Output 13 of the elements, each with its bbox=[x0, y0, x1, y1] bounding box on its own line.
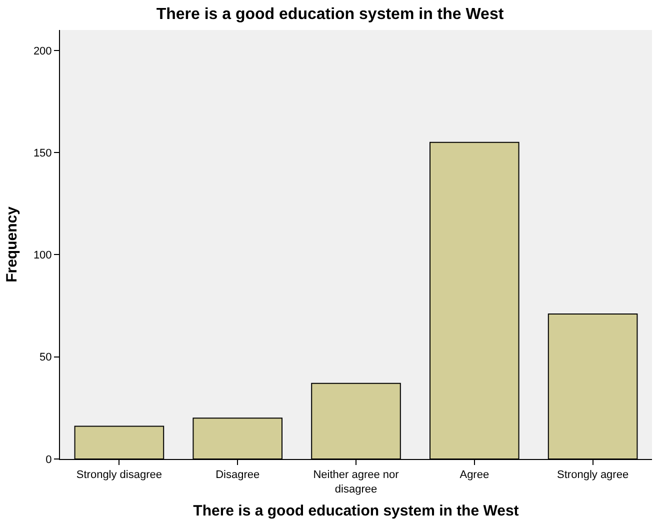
y-tick-label: 150 bbox=[33, 147, 52, 160]
x-tick-label: Neither agree nor disagree bbox=[313, 469, 400, 496]
y-tick-label: 0 bbox=[46, 454, 52, 466]
x-tick-label: Strongly agree bbox=[557, 469, 629, 482]
x-tick-label: Strongly disagree bbox=[76, 469, 162, 482]
x-tick-label: Agree bbox=[460, 469, 490, 482]
x-tick-label: Disagree bbox=[216, 469, 260, 482]
y-tick-label: 50 bbox=[40, 352, 52, 364]
y-tick-label: 200 bbox=[33, 45, 52, 58]
y-axis-title: Frequency bbox=[4, 206, 21, 282]
chart-title: There is a good education system in the West bbox=[156, 6, 504, 24]
x-axis-title: There is a good education system in the West bbox=[193, 502, 519, 520]
y-tick-label: 100 bbox=[33, 250, 52, 262]
